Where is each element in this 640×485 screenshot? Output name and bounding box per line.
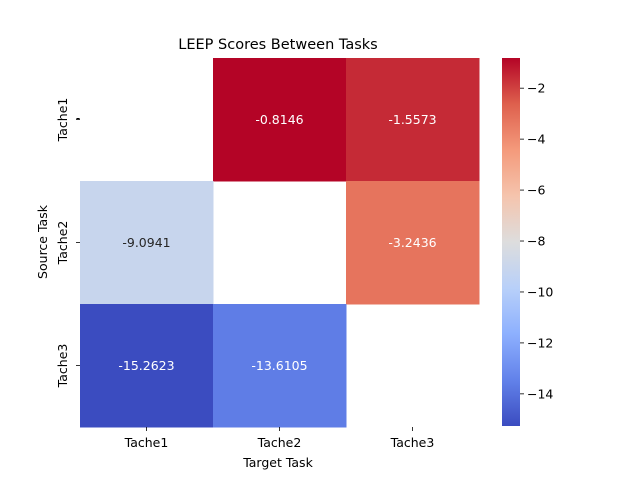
x-tick-label: Tache3 — [390, 435, 435, 450]
y-stray-tick-label: - — [76, 111, 80, 125]
colorbar-tick-label: −14 — [527, 386, 553, 401]
colorbar-tick-label: −6 — [527, 183, 545, 198]
x-axis-ticks: Tache1 Tache2 Tache3 — [124, 427, 435, 450]
y-axis-label: Source Task — [35, 204, 50, 279]
colorbar-tick-label: −10 — [527, 284, 553, 299]
y-stray-tick: - — [76, 111, 80, 125]
heatmap-cell — [80, 304, 214, 428]
colorbar-ticks: −2 −4 −6 −8 −10 −12 −14 — [520, 81, 553, 401]
colorbar: −2 −4 −6 −8 −10 −12 −14 — [502, 58, 553, 426]
colorbar-tick-label: −4 — [527, 132, 545, 147]
chart-title: LEEP Scores Between Tasks — [178, 37, 377, 53]
y-tick-label: Tache1 — [55, 98, 70, 143]
heatmap-value-label: -0.8146 — [255, 112, 303, 127]
colorbar-tick-label: −12 — [527, 335, 553, 350]
x-tick-label: Tache2 — [257, 435, 302, 450]
heatmap-value-label: -15.2623 — [118, 358, 174, 373]
heatmap-value-label: -13.6105 — [251, 358, 307, 373]
heatmap-value-label: -3.2436 — [388, 235, 436, 250]
colorbar-tick-label: −8 — [527, 234, 545, 249]
colorbar-gradient — [502, 58, 520, 426]
y-tick-label: Tache3 — [55, 344, 70, 389]
heatmap-value-label: -1.5573 — [388, 112, 436, 127]
heatmap-cell — [213, 304, 347, 428]
heatmap-cell — [80, 181, 214, 305]
heatmap-value-labels: -0.8146 -1.5573 -9.0941 -3.2436 -15.2623 -13.… — [118, 112, 436, 373]
heatmap-cells — [80, 58, 480, 428]
x-axis-label: Target Task — [242, 455, 313, 470]
colorbar-tick-label: −2 — [527, 81, 545, 96]
y-axis-ticks: Tache1 Tache2 Tache3 — [55, 98, 80, 389]
heatmap-cell — [213, 58, 347, 182]
x-tick-label: Tache1 — [124, 435, 169, 450]
heatmap-cell — [346, 58, 480, 182]
heatmap-cell — [346, 181, 480, 305]
heatmap-value-label: -9.0941 — [122, 235, 170, 250]
y-tick-label: Tache2 — [55, 221, 70, 266]
